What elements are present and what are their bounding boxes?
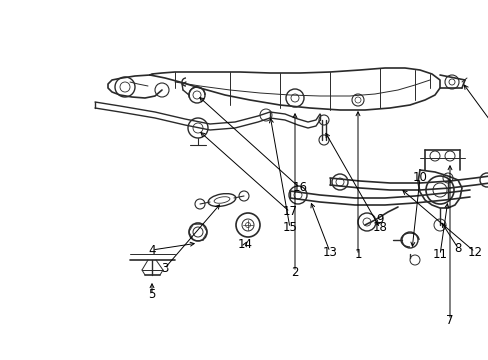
Text: 4: 4	[148, 243, 156, 256]
Text: 13: 13	[322, 246, 337, 258]
Text: 1: 1	[353, 248, 361, 261]
Text: 9: 9	[375, 213, 383, 226]
Text: 10: 10	[412, 171, 427, 184]
Text: 2: 2	[291, 265, 298, 279]
Text: 11: 11	[431, 248, 447, 261]
Text: 18: 18	[372, 221, 386, 234]
Text: 17: 17	[282, 206, 297, 219]
Text: 15: 15	[282, 221, 297, 234]
Text: 14: 14	[237, 238, 252, 252]
Text: 16: 16	[292, 181, 307, 194]
Text: 8: 8	[453, 242, 461, 255]
Text: 12: 12	[467, 246, 482, 258]
Text: 5: 5	[148, 288, 155, 301]
Text: 3: 3	[161, 261, 168, 274]
Text: 7: 7	[446, 314, 453, 327]
